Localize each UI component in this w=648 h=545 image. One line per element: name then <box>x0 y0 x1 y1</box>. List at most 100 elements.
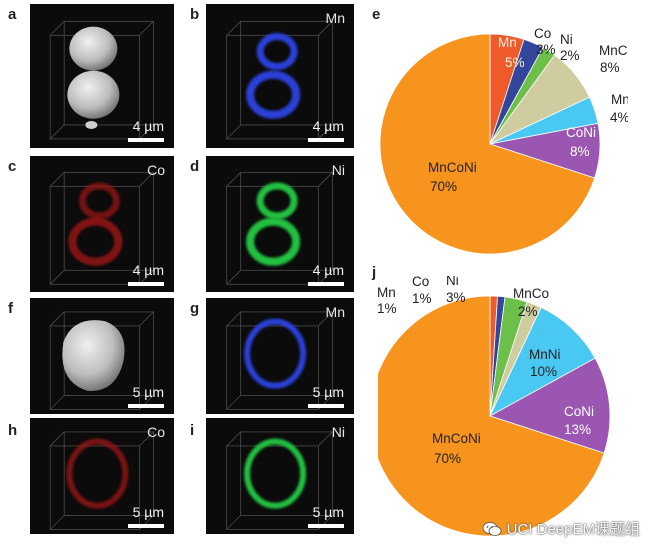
panel-label-d: d <box>190 158 200 175</box>
panel-b-mn-map: Mn 4 µm <box>206 4 354 148</box>
render-d <box>226 171 333 285</box>
slice-name-mn: Mn <box>378 285 396 300</box>
slice-name-mn: Mn <box>498 35 517 50</box>
particle-lower <box>67 70 120 119</box>
ring-lower <box>246 217 301 266</box>
slice-name-mnco: MnCo <box>599 43 628 58</box>
slice-name-ni: Ni <box>446 276 459 288</box>
render-f <box>49 311 154 410</box>
slice-name-coni: CoNi <box>564 404 594 419</box>
panel-label-g: g <box>190 300 200 317</box>
scale-bar-label-a: 4 µm <box>132 118 164 134</box>
scale-bar-b <box>308 138 344 142</box>
scale-bar-label-i: 5 µm <box>312 504 344 520</box>
slice-value-coni: 8% <box>570 144 590 159</box>
particle <box>62 320 125 391</box>
panel-g-mn-map: Mn 5 µm <box>206 298 354 414</box>
panel-d-ni-map: Ni 4 µm <box>206 156 354 292</box>
slice-name-mnconi: MnCoNi <box>432 431 481 446</box>
particle-upper <box>69 26 118 71</box>
slice-name-mnco: MnCo <box>513 286 549 301</box>
slice-value-mnni: 10% <box>530 364 557 379</box>
slice-value-co: 3% <box>536 42 556 57</box>
panel-c-co-map: Co 4 µm <box>30 156 174 292</box>
slice-value-mn: 5% <box>505 55 525 70</box>
panel-label-e: e <box>372 6 381 23</box>
ring <box>244 438 307 509</box>
slice-name-mnconi: MnCoNi <box>428 160 477 175</box>
ring <box>66 438 129 509</box>
scale-bar-label-b: 4 µm <box>312 118 344 134</box>
render-a <box>49 20 154 140</box>
panel-label-b: b <box>190 6 200 23</box>
element-label-i: Ni <box>331 424 345 440</box>
element-label-h: Co <box>147 424 165 440</box>
scale-bar-i <box>308 524 344 528</box>
slice-value-coni: 13% <box>564 422 591 437</box>
render-b <box>226 20 333 140</box>
pie-slice-mnni <box>489 306 596 417</box>
pie-slice-coni <box>488 357 611 454</box>
slice-value-mnconi: 70% <box>434 451 461 466</box>
slice-value-mnconi: 70% <box>430 179 457 194</box>
pie-slice-mnconi <box>378 295 605 537</box>
slice-value-mn: 1% <box>378 301 397 316</box>
scale-bar-d <box>308 282 344 286</box>
panel-f-gray-render: 5 µm <box>30 298 174 414</box>
slice-value-ni: 2% <box>560 48 580 63</box>
render-h <box>49 431 154 530</box>
panel-label-j: j <box>372 264 377 281</box>
particle-fragment <box>85 120 98 129</box>
slice-value-mnni: 4% <box>610 110 628 125</box>
panel-i-ni-map: Ni 5 µm <box>206 418 354 534</box>
scale-bar-label-h: 5 µm <box>132 504 164 520</box>
scale-bar-label-c: 4 µm <box>132 262 164 278</box>
watermark-text: UCI DeepEM课题组 <box>506 521 640 538</box>
render-c <box>49 171 154 285</box>
slice-value-co: 1% <box>412 291 432 306</box>
panel-label-f: f <box>8 300 13 317</box>
wechat-icon <box>482 521 502 536</box>
pie-chart-e: Mn 5% Co3% Ni2% MnCo 8% MnNi 4% CoNi 8% MnCoNi 70% <box>379 26 628 255</box>
ring-upper <box>256 33 298 71</box>
slice-value-mnco: 2% <box>518 304 538 319</box>
element-label-g: Mn <box>325 304 345 320</box>
scale-bar-label-d: 4 µm <box>312 262 344 278</box>
ring-lower <box>246 70 301 119</box>
scale-bar-c <box>128 282 164 286</box>
panel-a-gray-render: 4 µm <box>30 4 174 148</box>
scale-bar-label-g: 5 µm <box>312 384 344 400</box>
scale-bar-a <box>128 138 164 142</box>
panel-label-i: i <box>190 422 195 439</box>
ring <box>244 318 307 389</box>
scale-bar-f <box>128 404 164 408</box>
slice-name-ni: Ni <box>560 32 573 47</box>
ring-lower <box>68 217 123 266</box>
panel-label-c: c <box>8 158 17 175</box>
slice-name-co: Co <box>412 276 429 289</box>
slice-name-co: Co <box>534 26 551 41</box>
scale-bar-g <box>308 404 344 408</box>
element-label-d: Ni <box>331 162 345 178</box>
element-label-b: Mn <box>325 10 345 26</box>
scale-bar-label-f: 5 µm <box>132 384 164 400</box>
bounding-box <box>49 431 154 530</box>
element-label-c: Co <box>147 162 165 178</box>
slice-name-mnni: MnNi <box>611 92 628 107</box>
bounding-box <box>226 311 333 410</box>
panel-h-co-map: Co 5 µm <box>30 418 174 534</box>
bounding-box <box>49 171 154 285</box>
scale-bar-h <box>128 524 164 528</box>
pie-chart-j: Mn1%Co1%Ni3% MnCo2%MnNi10%CoNi13%MnCoNi70… <box>378 276 611 537</box>
render-g <box>226 311 333 410</box>
ring-upper <box>78 182 120 220</box>
slice-name-coni: CoNi <box>566 125 596 140</box>
slice-value-mnco: 8% <box>600 60 620 75</box>
ring-upper <box>256 182 298 220</box>
slice-value-ni: 3% <box>446 290 466 305</box>
slice-name-mnni: MnNi <box>529 347 561 362</box>
pie-slice-mnconi <box>379 33 596 255</box>
panel-label-a: a <box>8 6 17 23</box>
watermark: UCI DeepEM课题组 <box>482 518 640 539</box>
panel-label-h: h <box>8 422 18 439</box>
